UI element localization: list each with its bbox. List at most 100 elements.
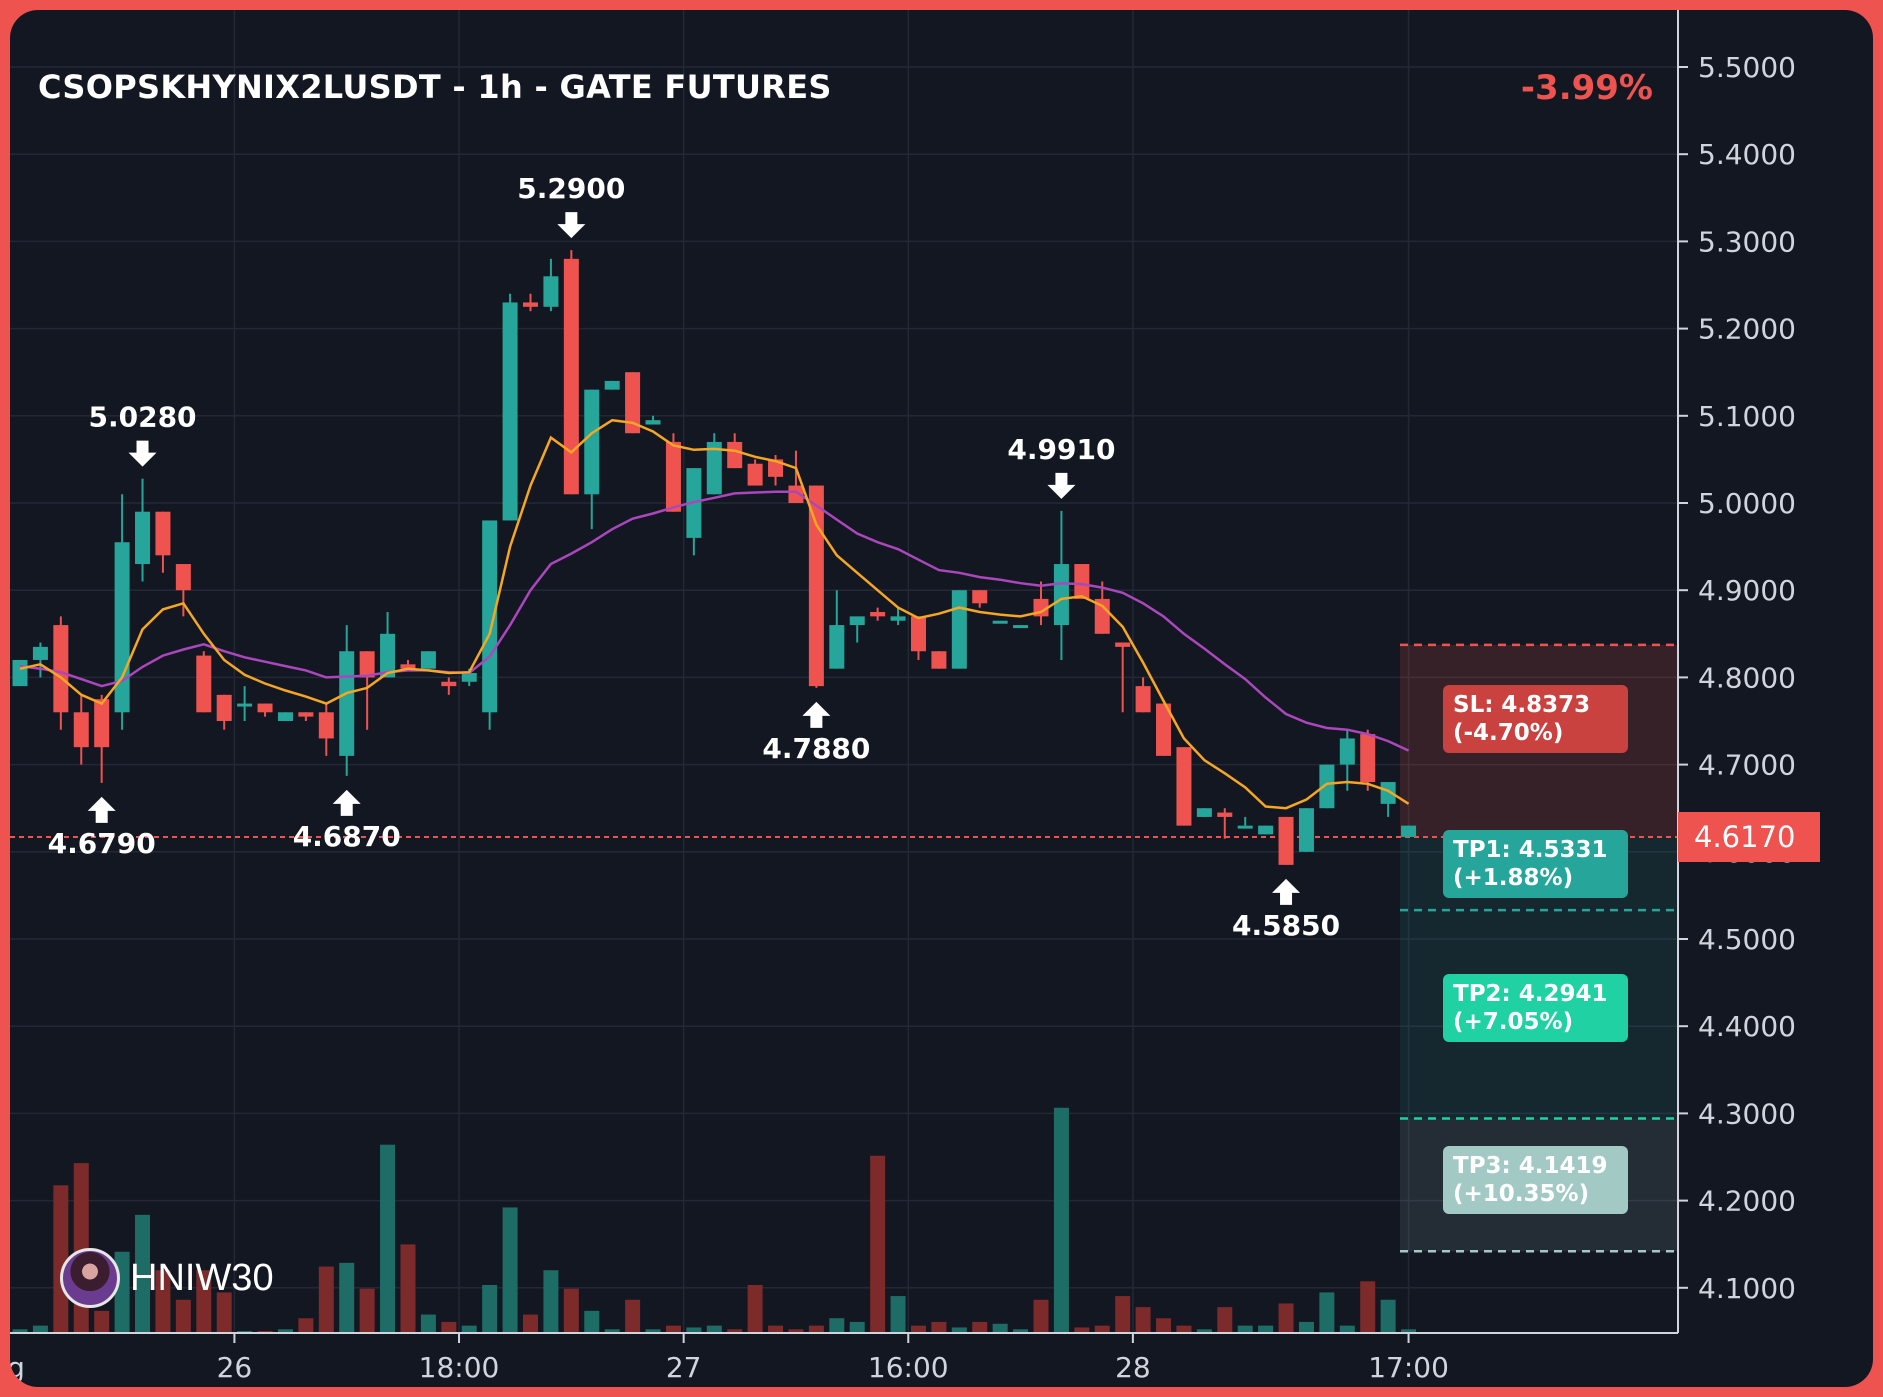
candle-body xyxy=(1176,747,1192,826)
price-tick-label: 5.1000 xyxy=(1698,400,1796,433)
volume-bar xyxy=(1156,1318,1172,1333)
candle-body xyxy=(1401,825,1417,837)
take-profit-3-percent: (+10.35%) xyxy=(1453,1180,1590,1207)
candle-body xyxy=(645,420,661,425)
candle-body xyxy=(788,485,804,503)
volume-bar xyxy=(870,1155,886,1333)
volume-bar xyxy=(94,1310,110,1333)
candle-body xyxy=(359,651,375,678)
candle-body xyxy=(400,664,416,669)
candle-body xyxy=(931,651,947,669)
candle-body xyxy=(951,590,967,669)
marker-price-label: 4.7880 xyxy=(762,732,870,765)
volume-bar xyxy=(563,1288,579,1333)
candle-body xyxy=(380,633,396,678)
volume-bar xyxy=(441,1321,457,1333)
volume-bar xyxy=(1298,1321,1314,1333)
marker-price-label: 5.2900 xyxy=(517,172,625,205)
volume-bar xyxy=(318,1266,334,1333)
price-tick-label: 5.3000 xyxy=(1698,225,1796,258)
candle-body xyxy=(53,625,69,713)
candle-body xyxy=(482,520,498,713)
take-profit-2-label: TP2: 4.2941 (+7.05%) xyxy=(1443,973,1628,1042)
candle-body xyxy=(155,511,171,556)
arrow-down-icon xyxy=(1047,472,1076,499)
marker-price-label: 4.6790 xyxy=(48,827,156,860)
volume-bar xyxy=(1074,1327,1090,1333)
volume-bar xyxy=(686,1327,702,1333)
volume-bar xyxy=(910,1325,926,1333)
candle-body xyxy=(584,389,600,495)
volume-bar xyxy=(12,1329,28,1333)
volume-bar xyxy=(400,1244,416,1333)
volume-bar xyxy=(1278,1303,1294,1333)
candle-body xyxy=(849,616,865,626)
time-tick-label: 17:00 xyxy=(1368,1351,1449,1384)
time-tick-label: 18:00 xyxy=(419,1351,500,1384)
price-change-badge: -3.99% xyxy=(1520,68,1653,108)
price-tick-label: 5.0000 xyxy=(1698,487,1796,520)
price-tick-label: 4.7000 xyxy=(1698,749,1796,782)
price-tick-label: 4.2000 xyxy=(1698,1185,1796,1218)
volume-bar xyxy=(788,1329,804,1333)
volume-bar xyxy=(1033,1299,1049,1333)
volume-bar xyxy=(502,1207,518,1333)
ma-fast-line xyxy=(19,418,1410,810)
candle-body xyxy=(727,441,743,469)
volume-bar xyxy=(890,1296,906,1333)
marker-price-label: 4.9910 xyxy=(1007,433,1115,466)
candle-body xyxy=(706,441,722,495)
candle-body xyxy=(972,590,988,604)
volume-bar xyxy=(175,1299,191,1333)
volume-bar xyxy=(482,1285,498,1333)
volume-bar xyxy=(461,1325,477,1333)
candle-body xyxy=(237,703,253,707)
ma-slow-line xyxy=(19,490,1410,752)
volume-bar xyxy=(625,1299,641,1333)
marker-price-label: 4.6870 xyxy=(293,820,401,853)
volume-bar xyxy=(1196,1329,1212,1333)
price-tick-label: 5.5000 xyxy=(1698,51,1796,84)
volume-bar xyxy=(1013,1329,1029,1333)
candle-body xyxy=(890,616,906,621)
volume-bar xyxy=(727,1329,743,1333)
candle-body xyxy=(1094,598,1110,634)
price-tick-label: 4.4000 xyxy=(1698,1010,1796,1043)
high-marker: 5.0280 xyxy=(88,401,197,467)
arrow-up-icon xyxy=(87,796,116,823)
price-tick-label: 4.1000 xyxy=(1698,1272,1796,1305)
volume-bar xyxy=(1115,1296,1131,1333)
low-marker: 4.7880 xyxy=(762,701,870,765)
volume-bar xyxy=(604,1329,620,1333)
candle-body xyxy=(1319,764,1335,809)
price-tick-label: 4.5000 xyxy=(1698,923,1796,956)
volume-bar xyxy=(992,1323,1008,1333)
candle-body xyxy=(277,712,293,721)
arrow-down-icon xyxy=(557,212,586,239)
stop-loss-value: SL: 4.8373 xyxy=(1453,691,1591,718)
candle-body xyxy=(32,646,48,660)
take-profit-2-percent: (+7.05%) xyxy=(1453,1008,1574,1035)
candle-body xyxy=(1380,782,1396,804)
candle-body xyxy=(870,612,886,617)
time-tick-label: g xyxy=(10,1351,25,1384)
volume-bar xyxy=(1176,1325,1192,1333)
volume-bar xyxy=(1217,1307,1233,1333)
volume-bar xyxy=(380,1144,396,1333)
volume-bar xyxy=(829,1318,845,1333)
candle-body xyxy=(1360,734,1376,783)
marker-price-label: 5.0280 xyxy=(88,401,196,434)
candle-body xyxy=(1013,625,1029,629)
candle-body xyxy=(196,655,212,713)
volume-bar xyxy=(1319,1292,1335,1333)
candle-body xyxy=(114,542,130,713)
price-tick-label: 5.4000 xyxy=(1698,138,1796,171)
candle-body xyxy=(1135,686,1151,713)
volume-bar xyxy=(53,1185,69,1333)
price-tick-label: 5.2000 xyxy=(1698,313,1796,346)
high-marker: 4.9910 xyxy=(1007,433,1115,499)
author-watermark: HNIW30 xyxy=(60,1248,274,1308)
stop-loss-label: SL: 4.8373 (-4.70%) xyxy=(1443,684,1628,753)
high-marker: 5.2900 xyxy=(517,172,625,239)
volume-bar xyxy=(931,1321,947,1333)
